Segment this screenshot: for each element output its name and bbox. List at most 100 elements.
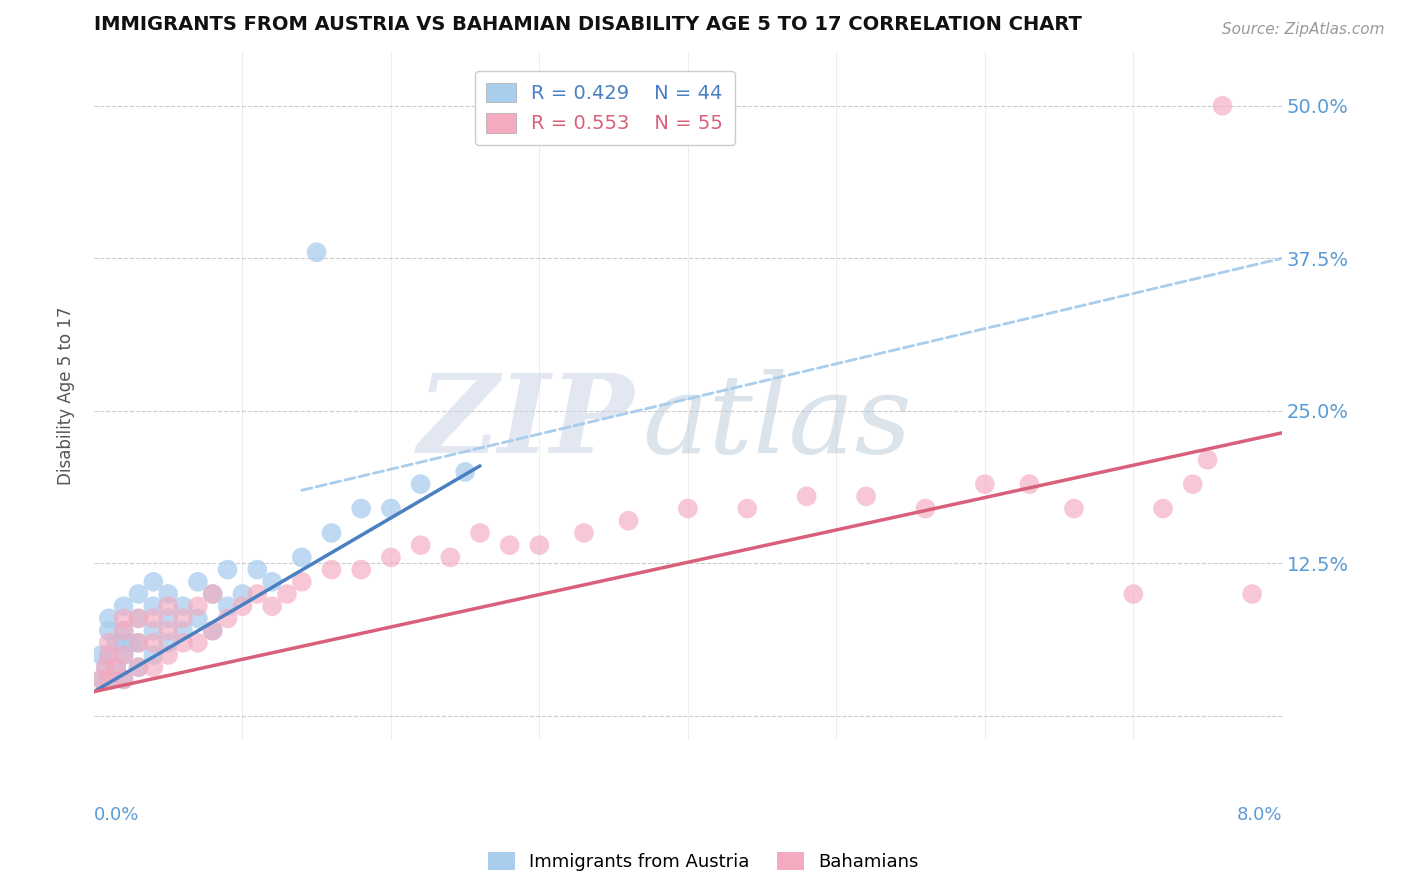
Point [127, 636, 149, 650]
Point [142, 636, 165, 650]
Text: 0.0%: 0.0% [94, 805, 139, 824]
Text: atlas: atlas [643, 369, 912, 477]
Point [409, 477, 432, 491]
Point [914, 501, 936, 516]
Point [97, 648, 120, 662]
Text: 8.0%: 8.0% [1236, 805, 1282, 824]
Point [201, 587, 224, 601]
Point [120, 636, 142, 650]
Point [321, 563, 343, 577]
Point [142, 660, 165, 674]
Point [231, 587, 253, 601]
Point [1197, 452, 1219, 467]
Point [380, 550, 402, 565]
Point [112, 673, 135, 687]
Point [439, 550, 461, 565]
Point [127, 660, 149, 674]
Point [127, 660, 149, 674]
Point [157, 587, 180, 601]
Point [142, 648, 165, 662]
Point [97, 624, 120, 638]
Point [105, 636, 128, 650]
Point [676, 501, 699, 516]
Y-axis label: Disability Age 5 to 17: Disability Age 5 to 17 [58, 306, 75, 485]
Point [855, 489, 877, 503]
Point [572, 525, 595, 540]
Point [350, 563, 373, 577]
Point [1063, 501, 1085, 516]
Point [201, 624, 224, 638]
Point [112, 648, 135, 662]
Point [291, 550, 314, 565]
Point [112, 599, 135, 614]
Point [1018, 477, 1040, 491]
Text: ZIP: ZIP [418, 369, 634, 477]
Point [157, 636, 180, 650]
Point [973, 477, 995, 491]
Point [217, 599, 239, 614]
Point [291, 574, 314, 589]
Point [157, 648, 180, 662]
Point [112, 648, 135, 662]
Point [246, 587, 269, 601]
Point [305, 245, 328, 260]
Text: Source: ZipAtlas.com: Source: ZipAtlas.com [1222, 22, 1385, 37]
Point [105, 660, 128, 674]
Point [105, 660, 128, 674]
Point [112, 673, 135, 687]
Point [246, 563, 269, 577]
Point [142, 624, 165, 638]
Point [90, 673, 112, 687]
Point [97, 611, 120, 625]
Point [217, 611, 239, 625]
Point [187, 636, 209, 650]
Point [127, 587, 149, 601]
Point [468, 525, 491, 540]
Point [217, 563, 239, 577]
Point [97, 636, 120, 650]
Point [1122, 587, 1144, 601]
Point [187, 574, 209, 589]
Point [231, 599, 253, 614]
Point [97, 673, 120, 687]
Point [94, 660, 117, 674]
Point [112, 636, 135, 650]
Point [172, 624, 194, 638]
Point [172, 636, 194, 650]
Point [172, 599, 194, 614]
Point [172, 611, 194, 625]
Point [529, 538, 551, 552]
Point [796, 489, 818, 503]
Point [90, 648, 112, 662]
Point [380, 501, 402, 516]
Point [112, 624, 135, 638]
Point [409, 538, 432, 552]
Point [262, 599, 284, 614]
Point [142, 574, 165, 589]
Point [112, 624, 135, 638]
Point [735, 501, 758, 516]
Point [1152, 501, 1174, 516]
Point [187, 611, 209, 625]
Legend: R = 0.429    N = 44, R = 0.553    N = 55: R = 0.429 N = 44, R = 0.553 N = 55 [475, 70, 735, 145]
Point [454, 465, 477, 479]
Point [201, 587, 224, 601]
Point [90, 673, 112, 687]
Point [187, 599, 209, 614]
Point [142, 611, 165, 625]
Point [97, 648, 120, 662]
Legend: Immigrants from Austria, Bahamians: Immigrants from Austria, Bahamians [481, 845, 925, 879]
Point [157, 624, 180, 638]
Point [157, 599, 180, 614]
Point [157, 611, 180, 625]
Point [617, 514, 640, 528]
Point [1211, 99, 1233, 113]
Point [499, 538, 522, 552]
Point [321, 525, 343, 540]
Point [127, 611, 149, 625]
Text: IMMIGRANTS FROM AUSTRIA VS BAHAMIAN DISABILITY AGE 5 TO 17 CORRELATION CHART: IMMIGRANTS FROM AUSTRIA VS BAHAMIAN DISA… [94, 15, 1081, 34]
Point [142, 599, 165, 614]
Point [201, 624, 224, 638]
Point [1241, 587, 1264, 601]
Point [1181, 477, 1204, 491]
